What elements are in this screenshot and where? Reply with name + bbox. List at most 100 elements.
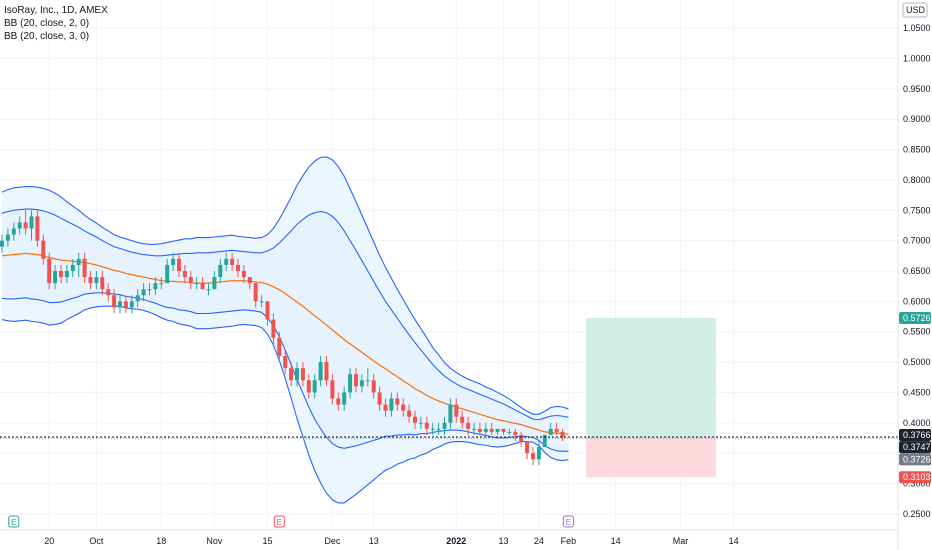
- indicator-bb-2[interactable]: BB (20, close, 2, 0): [4, 18, 90, 29]
- candle: [47, 252, 52, 290]
- x-tick-label: 13: [369, 536, 379, 546]
- candle-body: [395, 398, 400, 405]
- badge-bg: [899, 471, 931, 484]
- candle: [531, 447, 535, 466]
- candle: [513, 428, 518, 441]
- candle-body: [477, 428, 482, 432]
- candle: [436, 422, 441, 435]
- y-tick-label: 0.6000: [903, 296, 931, 306]
- candle-body: [23, 222, 28, 229]
- event-marker-dividend[interactable]: E: [273, 515, 285, 528]
- event-marker-earnings[interactable]: E: [8, 515, 20, 528]
- candle: [324, 356, 329, 387]
- candle: [330, 374, 335, 405]
- candle: [448, 398, 453, 429]
- candle-body: [241, 271, 246, 278]
- candle: [472, 422, 476, 435]
- candle-body: [383, 404, 388, 411]
- candle: [171, 252, 176, 271]
- candle: [106, 283, 111, 302]
- candle-body: [123, 301, 128, 308]
- candle-body: [454, 404, 459, 417]
- candle: [59, 264, 63, 284]
- candle: [554, 422, 559, 435]
- candle-body: [519, 434, 524, 441]
- price-badge-target: 0.5726: [899, 311, 931, 324]
- candle: [371, 374, 376, 399]
- bb3-lower-line: [1, 305, 569, 504]
- candle: [359, 374, 364, 393]
- candle-body: [59, 271, 63, 278]
- candle-body: [212, 277, 217, 290]
- y-tick-label: 0.4500: [903, 387, 931, 397]
- profit-zone[interactable]: [586, 317, 716, 437]
- candle: [5, 228, 10, 247]
- candle-body: [418, 422, 423, 424]
- x-tick-label: 15: [262, 536, 272, 546]
- badge-label: 0.3726: [903, 454, 931, 464]
- currency-box[interactable]: [902, 2, 928, 18]
- candle-body: [147, 289, 152, 291]
- x-axis[interactable]: 20 Oct 18 Nov 15 Dec 13 2022 13 24 Feb 14 Mar 14: [0, 529, 898, 546]
- candle: [29, 210, 34, 241]
- x-tick-label: 13: [498, 536, 508, 546]
- candle-body: [94, 277, 99, 284]
- y-tick-label: 0.8000: [903, 175, 931, 185]
- candle-body: [342, 392, 347, 405]
- candle: [35, 210, 40, 247]
- candle: [401, 398, 406, 417]
- x-tick-label: Feb: [561, 536, 577, 546]
- candle-body: [377, 392, 382, 405]
- candle-body: [289, 368, 294, 381]
- candle: [76, 252, 81, 278]
- price-badge-last: 0.3747: [899, 441, 931, 454]
- y-tick-label: 0.5500: [903, 327, 931, 337]
- x-tick-label: 24: [534, 536, 544, 546]
- candle: [424, 416, 429, 435]
- candle: [100, 271, 105, 296]
- candle: [365, 368, 370, 387]
- candle: [147, 283, 152, 296]
- candle-body: [525, 441, 530, 454]
- candle: [194, 277, 199, 290]
- candle: [230, 252, 235, 271]
- candles: [0, 210, 565, 466]
- candle: [342, 386, 347, 411]
- candle: [141, 283, 146, 302]
- symbol-title[interactable]: IsoRay, Inc., 1D, AMEX: [4, 5, 108, 16]
- candle-body: [82, 258, 87, 278]
- candle-body: [141, 289, 146, 296]
- event-marker-future[interactable]: E: [562, 515, 574, 528]
- candle-body: [318, 362, 323, 381]
- candle-body: [0, 240, 4, 247]
- loss-zone[interactable]: [586, 436, 716, 478]
- candle-body: [153, 283, 158, 290]
- candle-body: [407, 410, 412, 417]
- bb-basis-line: [1, 252, 569, 435]
- candle-body: [348, 374, 353, 393]
- y-tick-label: 0.3000: [903, 479, 931, 489]
- y-axis[interactable]: USD0.25000.30000.35000.40000.45000.50000…: [897, 0, 931, 550]
- candle-body: [41, 240, 46, 259]
- price-badges: 0.5726 0.3766 0.3747 0.3726 0.3103: [899, 311, 931, 484]
- indicator-bb-3[interactable]: BB (20, close, 3, 0): [4, 31, 90, 42]
- candle: [82, 252, 87, 284]
- candle-body: [531, 453, 535, 460]
- candle-body: [206, 289, 211, 291]
- x-tick-label: 14: [611, 536, 621, 546]
- candle-body: [554, 428, 559, 432]
- y-tick-label: 0.4000: [903, 418, 931, 428]
- candle: [354, 368, 358, 393]
- candle: [241, 264, 246, 284]
- candle-body: [135, 295, 140, 302]
- risk-reward-tool[interactable]: [586, 317, 716, 478]
- candle-body: [259, 301, 264, 303]
- candle: [413, 410, 417, 429]
- y-tick-label: 0.6500: [903, 266, 931, 276]
- candle: [271, 313, 276, 344]
- candle-body: [283, 356, 288, 369]
- candle-body: [106, 289, 111, 296]
